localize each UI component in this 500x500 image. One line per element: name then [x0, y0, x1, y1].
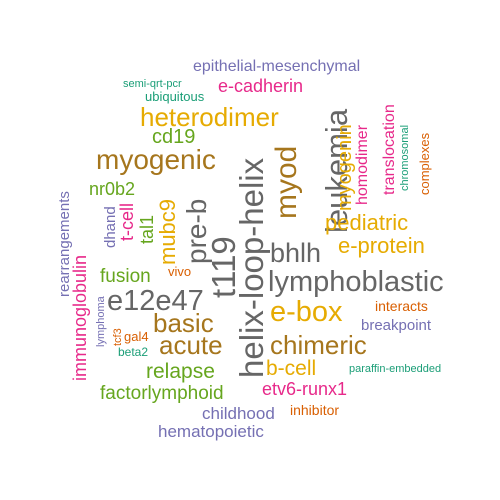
- word: factorlymphoid: [100, 383, 224, 404]
- word: e-cadherin: [218, 76, 303, 96]
- word: tal1: [137, 215, 157, 244]
- word: mubc9: [155, 199, 180, 265]
- word: homodimer: [354, 124, 371, 205]
- word: translocation: [381, 104, 398, 195]
- word: basic: [153, 308, 214, 338]
- word: gal4: [124, 329, 149, 344]
- word: vivo: [168, 264, 191, 279]
- word: rearrangements: [56, 191, 73, 297]
- word: lymphoblastic: [268, 266, 444, 298]
- word: paraffin-embedded: [349, 363, 441, 375]
- word: cd19: [152, 126, 195, 148]
- word: tcf3: [112, 328, 124, 346]
- word: e-box: [270, 296, 343, 328]
- word: breakpoint: [361, 317, 432, 334]
- word: pediatric: [325, 210, 408, 235]
- word: immunoglobulin: [70, 255, 90, 381]
- word: myogenin: [334, 124, 356, 211]
- word: b-cell: [266, 357, 316, 380]
- word: epithelial-mesenchymal: [193, 58, 360, 75]
- word: e-protein: [338, 233, 425, 258]
- word: heterodimer: [140, 102, 279, 132]
- word: acute: [159, 330, 223, 360]
- word: t119: [205, 236, 242, 298]
- word: t-cell: [117, 203, 137, 241]
- word: helix-loop-helix: [233, 157, 270, 378]
- word: fusion: [100, 266, 151, 287]
- word: dhand: [102, 206, 119, 248]
- word: relapse: [146, 360, 215, 383]
- word: lymphoma: [95, 295, 107, 347]
- word: bhlh: [270, 238, 321, 268]
- word: nr0b2: [89, 179, 135, 199]
- word: chimeric: [270, 330, 367, 360]
- word: inhibitor: [290, 402, 339, 418]
- word: myogenic: [96, 144, 216, 175]
- word: etv6-runx1: [262, 379, 347, 399]
- word: myod: [270, 146, 303, 219]
- word: leukemia: [319, 108, 354, 233]
- word: beta2: [118, 345, 148, 359]
- word: ubiquitous: [145, 89, 205, 104]
- word: childhood: [202, 404, 275, 423]
- word: chromosomal: [399, 125, 411, 191]
- word: hematopoietic: [158, 422, 264, 441]
- word: complexes: [417, 132, 432, 195]
- word: e12e47: [107, 285, 204, 317]
- word: interacts: [375, 298, 428, 314]
- word: semi-qrt-pcr: [123, 78, 182, 90]
- word: pre-b: [181, 199, 212, 264]
